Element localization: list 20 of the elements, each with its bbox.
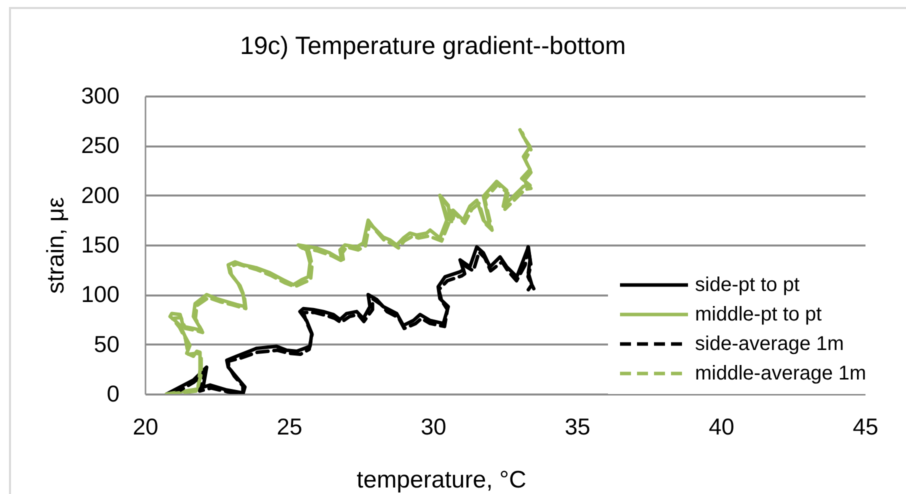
x-axis-title: temperature, °C (356, 466, 526, 494)
y-tick-label: 300 (81, 82, 120, 108)
x-tick-label: 45 (852, 414, 878, 440)
x-tick-label: 20 (132, 414, 158, 440)
legend-label: middle-pt to pt (695, 304, 822, 326)
legend-label: side-pt to pt (695, 274, 800, 296)
y-tick-label: 250 (81, 132, 120, 158)
y-tick-label: 50 (94, 330, 120, 357)
y-tick-label: 200 (81, 182, 120, 208)
x-tick-label: 30 (420, 414, 446, 440)
x-tick-label: 40 (708, 414, 734, 440)
x-tick-label: 35 (564, 414, 590, 440)
y-axis-title: strain, με (42, 196, 70, 294)
y-tick-label: 150 (81, 232, 120, 258)
chart-title: 19c) Temperature gradient--bottom (240, 32, 626, 60)
y-tick-label: 100 (81, 281, 120, 308)
x-tick-label: 25 (276, 414, 302, 440)
legend-label: middle-average 1m (695, 362, 866, 384)
legend-label: side-average 1m (695, 333, 844, 355)
y-tick-label: 0 (106, 380, 120, 406)
